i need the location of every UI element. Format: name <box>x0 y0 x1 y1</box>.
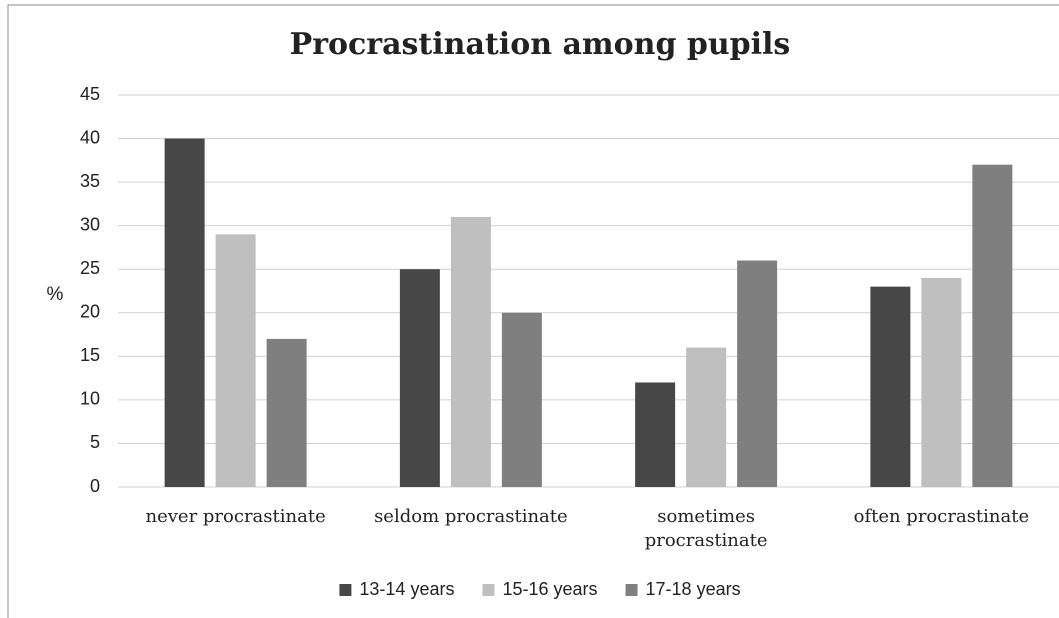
bar <box>635 382 676 487</box>
bar <box>686 347 727 487</box>
y-tick-label: 45 <box>80 84 100 104</box>
bar <box>399 269 440 487</box>
bar <box>972 164 1013 487</box>
x-tick-label: seldom procrastinate <box>374 506 568 527</box>
x-tick-label: sometimes procrastinate <box>645 506 768 551</box>
y-axis-label: % <box>47 284 64 305</box>
y-tick-label: 40 <box>80 127 100 147</box>
y-tick-label: 15 <box>80 345 100 365</box>
bar <box>737 260 778 487</box>
bar <box>501 312 542 487</box>
x-tick-label: often procrastinate <box>854 506 1030 527</box>
bar <box>450 216 491 487</box>
legend-item: 17-18 years <box>625 579 741 599</box>
legend-label: 17-18 years <box>646 579 741 599</box>
bar <box>215 234 256 487</box>
legend-item: 13-14 years <box>339 579 454 599</box>
y-tick-label: 35 <box>80 171 100 191</box>
x-tick-label: never procrastinate <box>146 506 326 527</box>
y-tick-label: 0 <box>90 476 100 496</box>
y-tick-label: 5 <box>90 432 100 452</box>
y-tick-label: 25 <box>80 258 100 278</box>
legend-swatch <box>625 584 638 596</box>
bar <box>921 277 962 487</box>
legend-swatch <box>339 584 352 596</box>
y-tick-label: 30 <box>80 214 100 234</box>
bar <box>164 138 205 488</box>
y-tick-label: 20 <box>80 302 100 322</box>
legend-label: 15-16 years <box>502 579 597 599</box>
bar <box>266 338 307 487</box>
chart-title: Procrastination among pupils <box>290 27 791 62</box>
legend-label: 13-14 years <box>359 579 454 599</box>
bar <box>870 286 911 487</box>
legend-item: 15-16 years <box>482 579 598 599</box>
y-tick-label: 10 <box>80 389 100 409</box>
legend-swatch <box>482 584 495 596</box>
